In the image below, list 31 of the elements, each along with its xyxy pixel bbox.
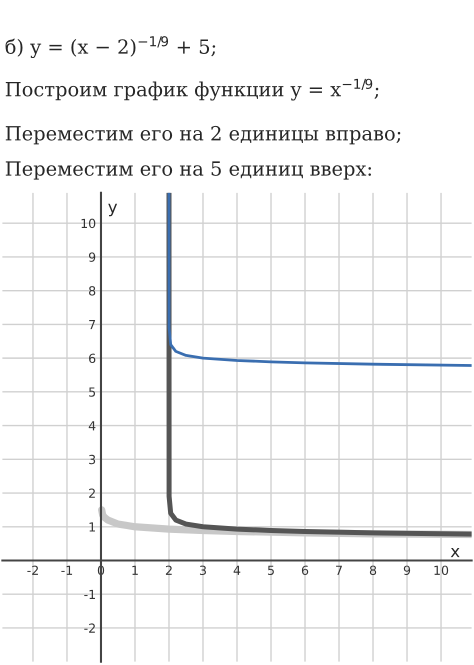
y-tick-label: 8 — [89, 286, 96, 296]
x-tick-label: 1 — [132, 566, 138, 575]
text: Переместим его на 2 единицы вправо; — [6, 126, 400, 144]
y-tick-label: -2 — [84, 623, 95, 633]
x-tick-label: 10 — [434, 566, 448, 576]
x-axis-title: x — [450, 548, 460, 558]
y-tick-label: 10 — [82, 218, 96, 228]
x-tick-label: 2 — [166, 566, 172, 575]
text: Построим график функции y = x$^{−1/9}$; — [6, 78, 378, 101]
y-tick-label: -1 — [84, 590, 95, 599]
y-tick-label: 7 — [89, 320, 96, 330]
x-tick-label: 9 — [404, 566, 410, 576]
line-series — [168, 192, 472, 367]
x-tick-label: 4 — [234, 566, 240, 575]
y-tick-label: 4 — [88, 421, 96, 430]
x-tick-label: 7 — [336, 566, 342, 575]
x-tick-label: -1 — [61, 566, 72, 575]
y-tick-label: 1 — [90, 522, 95, 532]
y-tick-label: 9 — [88, 252, 96, 262]
y-tick-label: 2 — [89, 488, 95, 498]
x-tick-label: 6 — [302, 566, 308, 576]
x-tick-label: -2 — [27, 566, 38, 575]
x-tick-label: 8 — [370, 566, 376, 576]
y-axis-title: y — [108, 204, 118, 216]
chart-title: б) y = (x − 2)$^{−1/9}$ + 5; — [6, 36, 216, 58]
x-tick-label: 5 — [268, 566, 274, 576]
x-tick-label: 3 — [200, 566, 206, 576]
text: Переместим его на 5 единиц вверх: — [6, 161, 371, 180]
y-tick-label: 5 — [89, 387, 96, 397]
y-tick-label: 3 — [89, 454, 96, 464]
y-tick-label: 6 — [89, 354, 96, 364]
